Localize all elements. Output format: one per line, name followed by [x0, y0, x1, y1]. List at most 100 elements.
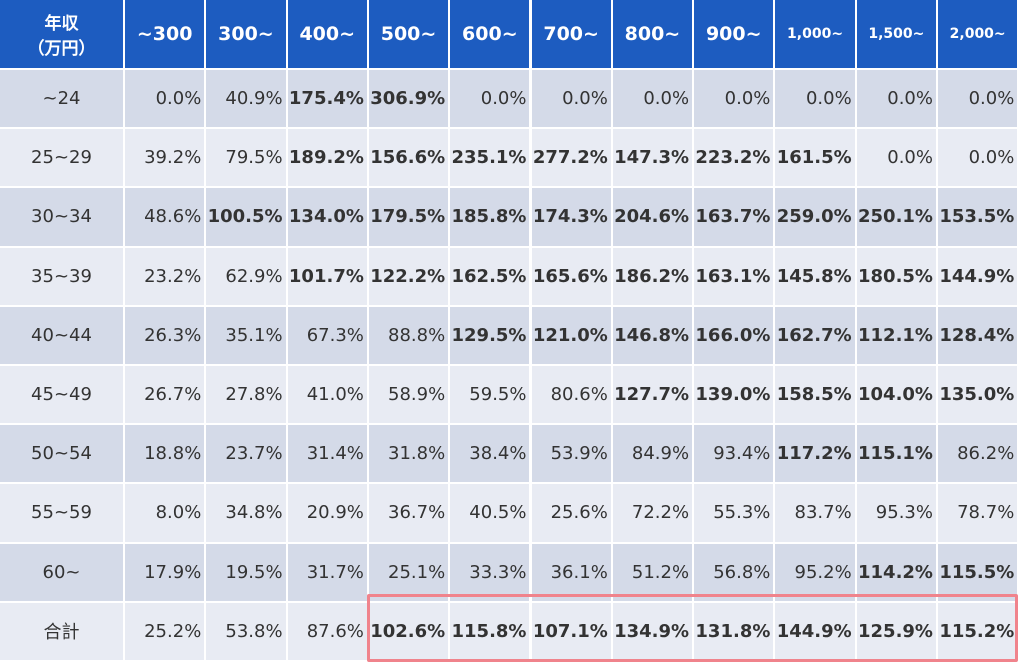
cell: 162.7% [775, 306, 855, 364]
cell: 35.1% [206, 306, 286, 364]
cell: 0.0% [531, 70, 611, 128]
cell: 122.2% [368, 247, 449, 305]
cell: 175.4% [287, 70, 367, 128]
cell: 117.2% [775, 425, 855, 483]
cell: 186.2% [612, 247, 693, 305]
column-header: 900~ [694, 0, 774, 68]
corner-line: （万円） [27, 39, 96, 59]
cell: 55.3% [694, 484, 774, 542]
cell: 161.5% [775, 129, 855, 187]
cell: 53.8% [206, 602, 286, 660]
cell: 38.4% [450, 425, 530, 483]
cell: 41.0% [287, 366, 367, 424]
row-label: 55~59 [0, 484, 123, 542]
cell: 115.2% [938, 602, 1018, 660]
cell: 100.5% [206, 188, 286, 246]
cell: 115.1% [856, 425, 936, 483]
cell: 88.8% [368, 306, 449, 364]
column-header: 1,000~ [775, 0, 855, 68]
cell: 48.6% [125, 188, 205, 246]
cell: 23.7% [206, 425, 286, 483]
cell: 0.0% [775, 70, 855, 128]
cell: 62.9% [206, 247, 286, 305]
cell: 114.2% [856, 543, 936, 601]
cell: 86.2% [938, 425, 1018, 483]
column-header: 400~ [287, 0, 367, 68]
cell: 306.9% [368, 70, 449, 128]
row-label: ~24 [0, 70, 123, 128]
cell: 153.5% [938, 188, 1018, 246]
column-header: 500~ [368, 0, 449, 68]
cell: 0.0% [612, 70, 693, 128]
cell: 31.4% [287, 425, 367, 483]
cell: 83.7% [775, 484, 855, 542]
cell: 166.0% [694, 306, 774, 364]
cell: 40.5% [450, 484, 530, 542]
cell: 0.0% [450, 70, 530, 128]
cell: 79.5% [206, 129, 286, 187]
row-label: 40~44 [0, 306, 123, 364]
cell: 128.4% [938, 306, 1018, 364]
cell: 185.8% [450, 188, 530, 246]
column-header: 2,000~ [938, 0, 1018, 68]
cell: 67.3% [287, 306, 367, 364]
row-label: 60~ [0, 543, 123, 601]
cell: 8.0% [125, 484, 205, 542]
cell: 174.3% [531, 188, 611, 246]
cell: 31.7% [287, 543, 367, 601]
cell: 0.0% [856, 70, 936, 128]
cell: 95.3% [856, 484, 936, 542]
cell: 78.7% [938, 484, 1018, 542]
cell: 145.8% [775, 247, 855, 305]
cell: 144.9% [938, 247, 1018, 305]
cell: 39.2% [125, 129, 205, 187]
cell: 101.7% [287, 247, 367, 305]
cell: 27.8% [206, 366, 286, 424]
cell: 51.2% [612, 543, 693, 601]
row-label: 50~54 [0, 425, 123, 483]
cell: 277.2% [531, 129, 611, 187]
cell: 25.1% [368, 543, 449, 601]
cell: 19.5% [206, 543, 286, 601]
cell: 134.9% [612, 602, 693, 660]
row-label: 45~49 [0, 366, 123, 424]
cell: 0.0% [856, 129, 936, 187]
row-label: 35~39 [0, 247, 123, 305]
cell: 162.5% [450, 247, 530, 305]
cell: 0.0% [694, 70, 774, 128]
cell: 33.3% [450, 543, 530, 601]
corner-line: 年収 [44, 14, 79, 34]
cell: 163.1% [694, 247, 774, 305]
row-label: 25~29 [0, 129, 123, 187]
cell: 146.8% [612, 306, 693, 364]
cell: 165.6% [531, 247, 611, 305]
cell: 131.8% [694, 602, 774, 660]
cell: 18.8% [125, 425, 205, 483]
cell: 144.9% [775, 602, 855, 660]
cell: 26.3% [125, 306, 205, 364]
cell: 84.9% [612, 425, 693, 483]
cell: 139.0% [694, 366, 774, 424]
cell: 20.9% [287, 484, 367, 542]
cell: 36.1% [531, 543, 611, 601]
cell: 34.8% [206, 484, 286, 542]
cell: 93.4% [694, 425, 774, 483]
cell: 31.8% [368, 425, 449, 483]
cell: 36.7% [368, 484, 449, 542]
cell: 0.0% [125, 70, 205, 128]
column-header: 300~ [206, 0, 286, 68]
cell: 189.2% [287, 129, 367, 187]
cell: 127.7% [612, 366, 693, 424]
column-header: 1,500~ [856, 0, 936, 68]
corner-header: 年収 （万円） [0, 0, 123, 68]
cell: 107.1% [531, 602, 611, 660]
column-header: 600~ [450, 0, 530, 68]
cell: 121.0% [531, 306, 611, 364]
cell: 223.2% [694, 129, 774, 187]
cell: 59.5% [450, 366, 530, 424]
cell: 134.0% [287, 188, 367, 246]
cell: 53.9% [531, 425, 611, 483]
cell: 25.6% [531, 484, 611, 542]
cell: 0.0% [938, 129, 1018, 187]
